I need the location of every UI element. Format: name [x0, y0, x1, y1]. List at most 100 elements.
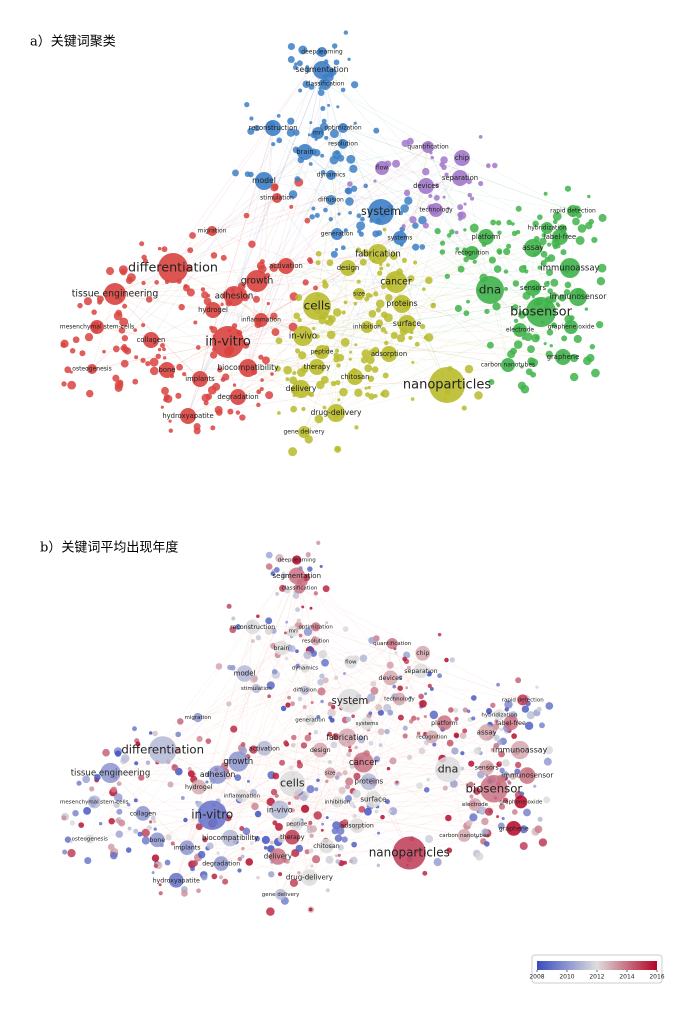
node-label: peptide	[311, 349, 334, 356]
node-label: stimulation	[241, 686, 272, 692]
edge	[321, 351, 509, 366]
node	[284, 829, 300, 845]
edge	[444, 722, 487, 768]
node	[297, 144, 313, 160]
minor-node	[200, 287, 206, 292]
node	[278, 258, 294, 274]
minor-node	[533, 784, 537, 788]
edge	[321, 351, 337, 414]
node	[385, 271, 407, 293]
node	[312, 742, 328, 758]
edge	[264, 747, 331, 774]
minor-node	[288, 322, 298, 332]
node-label: degradation	[202, 861, 240, 868]
node	[567, 205, 579, 217]
edge	[285, 127, 344, 267]
edge	[229, 626, 253, 839]
node	[298, 426, 310, 438]
minor-node	[490, 219, 497, 226]
minor-node	[446, 847, 453, 854]
node	[311, 622, 321, 632]
edge	[356, 698, 400, 826]
node	[85, 834, 95, 844]
node	[326, 195, 336, 205]
minor-node	[484, 308, 490, 315]
node-label: reconstruction	[230, 624, 275, 631]
node	[479, 760, 495, 775]
minor-node	[256, 614, 260, 618]
minor-node	[409, 719, 414, 724]
minor-node	[361, 349, 371, 358]
minor-node	[437, 632, 442, 637]
minor-node	[217, 367, 223, 373]
node	[313, 61, 331, 79]
minor-node	[275, 823, 283, 831]
minor-node	[513, 340, 523, 349]
minor-node	[331, 43, 338, 49]
minor-node	[380, 814, 385, 820]
minor-node	[268, 871, 275, 878]
node-label: chitosan	[341, 373, 370, 381]
minor-node	[326, 318, 334, 326]
minor-node	[290, 405, 297, 413]
minor-node	[336, 827, 345, 835]
minor-node	[265, 551, 273, 559]
minor-node	[253, 125, 260, 132]
edge	[368, 781, 476, 805]
minor-node	[539, 722, 545, 729]
node	[100, 762, 121, 784]
node-label: biosensor	[510, 305, 572, 320]
minor-node	[239, 414, 246, 421]
node-label: gene delivery	[262, 892, 300, 898]
minor-node	[397, 714, 404, 721]
minor-node	[182, 372, 187, 377]
minor-node	[152, 819, 157, 824]
minor-node	[243, 212, 250, 219]
node-label: activation	[269, 262, 303, 270]
minor-node	[537, 816, 543, 822]
node-label: devices	[379, 675, 403, 682]
minor-node	[461, 405, 467, 411]
node	[293, 326, 313, 346]
minor-node	[572, 217, 580, 226]
minor-node	[552, 211, 562, 221]
edge	[401, 303, 521, 331]
node	[340, 260, 356, 276]
minor-node	[271, 668, 278, 675]
minor-node	[285, 702, 291, 708]
node-label: dna	[438, 762, 459, 775]
node	[368, 199, 394, 225]
minor-node	[380, 284, 387, 290]
node-label: model	[234, 668, 256, 677]
edge	[220, 737, 348, 864]
node-label: graphene oxide	[499, 799, 543, 805]
node	[338, 728, 357, 747]
minor-node	[230, 725, 238, 733]
edge	[293, 631, 495, 789]
minor-node	[237, 856, 243, 862]
minor-node	[307, 133, 311, 137]
node-label: flow	[345, 660, 357, 666]
node	[235, 789, 249, 803]
node	[435, 756, 461, 783]
minor-node	[151, 871, 155, 875]
minor-node	[78, 822, 85, 828]
minor-node	[402, 725, 408, 731]
minor-node	[586, 353, 595, 363]
node	[347, 369, 363, 385]
edge	[444, 722, 528, 776]
minor-node	[364, 386, 368, 390]
node-label: stimulation	[260, 195, 294, 202]
node-label: electrode	[506, 327, 535, 334]
minor-node	[465, 819, 473, 827]
node-label: technology	[384, 697, 415, 703]
node-label: carbon nanotubes	[439, 833, 489, 839]
minor-node	[453, 732, 460, 738]
minor-node	[336, 363, 341, 368]
minor-node	[314, 212, 320, 218]
node-label: chip	[455, 154, 469, 162]
node	[386, 638, 398, 650]
minor-node	[295, 293, 303, 302]
minor-node	[335, 447, 340, 452]
minor-node	[292, 592, 300, 599]
